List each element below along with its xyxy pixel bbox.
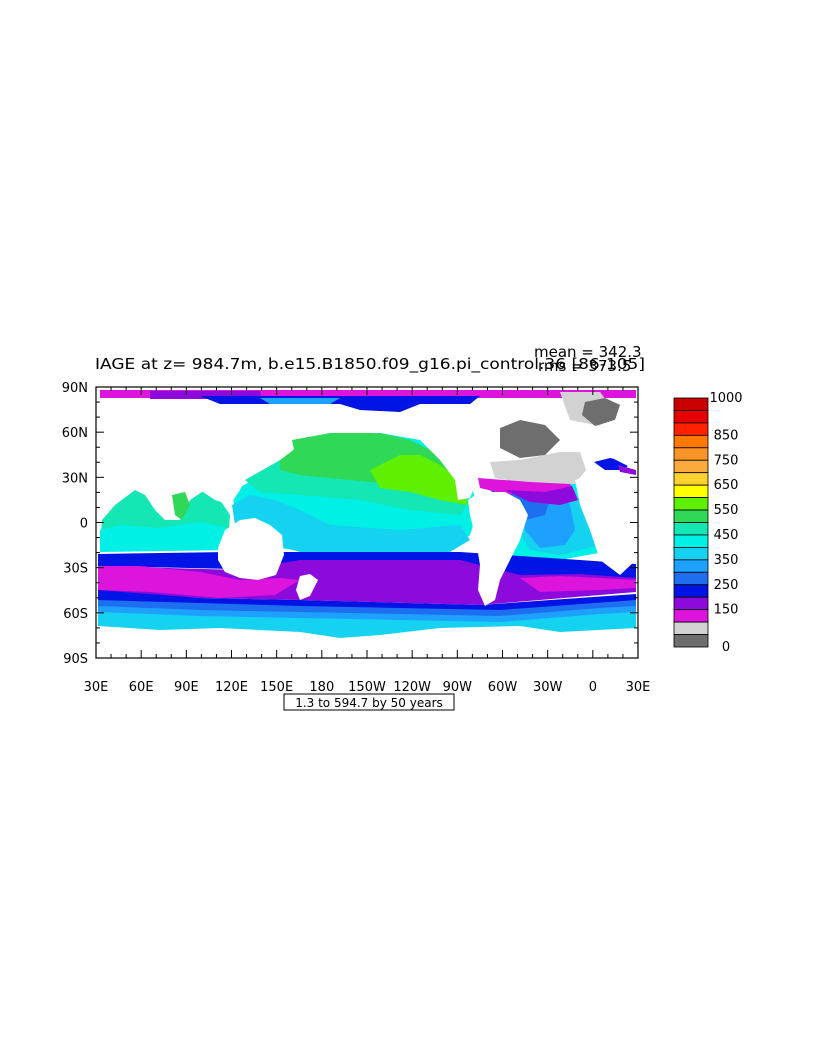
- lat-tick-label: 30N: [62, 471, 88, 486]
- colorbar-label: 650: [714, 478, 739, 493]
- lon-tick-label: 30W: [533, 680, 563, 695]
- colorbar-bin: [673, 397, 709, 411]
- lat-tick-label: 90N: [62, 381, 88, 396]
- land-africa: [575, 470, 636, 575]
- land-new-zealand: [296, 574, 318, 600]
- lon-tick-label: 30E: [84, 680, 109, 695]
- region-north-atlantic-gray: [490, 452, 586, 485]
- colorbar-bin: [673, 410, 709, 424]
- colorbar-bin: [673, 497, 709, 511]
- region-indian-cyan: [100, 522, 230, 552]
- colorbar-bin: [673, 609, 709, 623]
- colorbar: 1000 850 750 650 550 450 350 250 150 0: [673, 391, 743, 655]
- lon-tick-label: 30E: [626, 680, 651, 695]
- colorbar-bin: [673, 634, 709, 648]
- land-europe: [590, 418, 636, 470]
- lon-tick-label: 120E: [215, 680, 248, 695]
- colorbar-bin: [673, 447, 709, 461]
- lat-tick-label: 60N: [62, 426, 88, 441]
- plot-title: IAGE at z= 984.7m, b.e15.B1850.f09_g16.p…: [95, 355, 645, 374]
- mean-label: mean = 342.3: [534, 343, 642, 361]
- region-med-purple: [618, 465, 636, 476]
- contour-info: 1.3 to 594.7 by 50 years: [295, 696, 443, 710]
- region-indonesian-lightblue: [232, 495, 470, 552]
- colorbar-label: 350: [714, 553, 739, 568]
- colorbar-label: 150: [714, 603, 739, 618]
- colorbar-bin: [673, 534, 709, 548]
- colorbar-bin: [673, 584, 709, 598]
- land-asia: [98, 400, 310, 505]
- colorbar-bin: [673, 571, 709, 586]
- region-southern-magenta-east: [520, 576, 636, 592]
- lon-tick-label: 120W: [393, 680, 431, 695]
- lon-tick-label: 0: [589, 680, 597, 695]
- region-southern-blue: [98, 600, 636, 620]
- region-pacific-lime: [370, 455, 468, 505]
- colorbar-bin: [673, 484, 709, 498]
- land-south-america: [468, 492, 528, 606]
- region-southern-magenta: [98, 566, 300, 598]
- rms-label: rms = 373.5: [538, 357, 631, 375]
- colorbar-bin: [673, 459, 709, 474]
- lon-tick-label: 150E: [260, 680, 293, 695]
- colorbar-bin: [673, 522, 709, 536]
- colorbar-label: 450: [714, 528, 739, 543]
- colorbar-label: 550: [714, 503, 739, 518]
- colorbar-bin: [673, 422, 709, 436]
- lon-tick-label: 150W: [348, 680, 386, 695]
- land-antarctica: [98, 628, 636, 658]
- region-antarctic-cyan: [98, 612, 636, 638]
- lon-tick-label: 60E: [129, 680, 154, 695]
- colorbar-bin: [673, 547, 709, 561]
- lat-tick-label: 30S: [63, 562, 88, 577]
- region-arabian-green: [172, 492, 190, 520]
- contour-info-box: [283, 693, 455, 711]
- lat-tick-label: 90S: [63, 652, 88, 667]
- lon-tick-label: 90W: [443, 680, 473, 695]
- colorbar-bin: [673, 621, 709, 635]
- longitude-axis: 30E 60E 90E 120E 150E 180 150W 120W 90W 60W 30W 0 30…: [84, 387, 651, 695]
- region-labrador-gray: [500, 420, 560, 458]
- lon-tick-label: 180: [309, 680, 334, 695]
- region-arctic-lightblue: [260, 398, 340, 404]
- colorbar-label: 1000: [709, 391, 742, 406]
- region-pacific-green-west: [292, 433, 375, 455]
- colorbar-label: 750: [714, 453, 739, 468]
- land-north-america: [380, 405, 520, 500]
- region-greenland-sea-gray: [582, 398, 620, 426]
- land-greenland: [500, 398, 560, 420]
- lon-tick-label: 90E: [174, 680, 199, 695]
- colorbar-bin: [673, 509, 709, 523]
- lat-tick-label: 60S: [63, 607, 88, 622]
- colorbar-bin: [673, 559, 709, 573]
- land-australia: [218, 518, 284, 580]
- lon-tick-label: 60W: [488, 680, 518, 695]
- colorbar-label: 0: [722, 640, 730, 655]
- region-north-atlantic-purple: [505, 486, 578, 505]
- colorbar-bin: [673, 596, 709, 611]
- colorbar-label: 850: [714, 428, 739, 443]
- colorbar-label: 250: [714, 578, 739, 593]
- age-field: [96, 387, 638, 658]
- colorbar-bin: [673, 472, 709, 486]
- latitude-axis: 90N 60N 30N 0 30S 60S 90S: [62, 381, 638, 667]
- colorbar-bin: [673, 434, 709, 449]
- lat-tick-label: 0: [80, 517, 88, 532]
